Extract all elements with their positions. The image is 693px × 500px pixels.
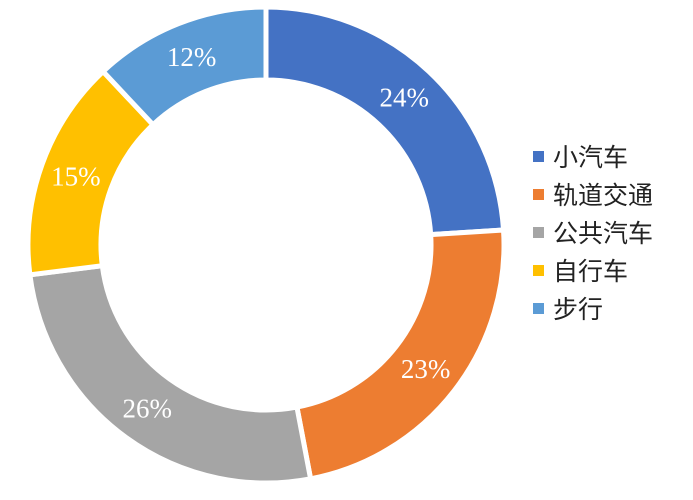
legend-swatch-walk: [533, 302, 544, 314]
legend-item-walk: 步行: [533, 289, 693, 327]
donut-slice-bus: [27, 262, 314, 486]
legend-item-bus: 公共汽车: [533, 213, 693, 251]
legend-label-bus: 公共汽车: [553, 219, 654, 248]
legend-swatch-bus: [533, 226, 544, 238]
legend-label-rail: 轨道交通: [553, 181, 654, 210]
legend-label-bicycle: 自行车: [553, 257, 629, 286]
donut-slice-car: [263, 4, 507, 238]
legend-label-walk: 步行: [553, 295, 604, 324]
donut-slice-walk: [99, 4, 269, 129]
slice-label-car: 24%: [380, 83, 430, 113]
legend-label-car: 小汽车: [553, 143, 629, 172]
legend-swatch-bicycle: [533, 264, 544, 276]
slice-label-rail: 23%: [401, 354, 451, 384]
slice-label-walk: 12%: [167, 42, 217, 72]
legend-swatch-rail: [533, 188, 544, 200]
legend-swatch-car: [533, 150, 544, 162]
legend-item-car: 小汽车: [533, 137, 693, 175]
legend: 小汽车 轨道交通 公共汽车 自行车 步行: [533, 137, 693, 327]
slice-labels: 24% 23% 26% 15% 12%: [51, 42, 450, 423]
donut-slices: [25, 4, 507, 486]
slice-label-bicycle: 15%: [51, 162, 101, 192]
legend-item-rail: 轨道交通: [533, 175, 693, 213]
slice-label-bus: 26%: [123, 393, 173, 423]
legend-item-bicycle: 自行车: [533, 251, 693, 289]
